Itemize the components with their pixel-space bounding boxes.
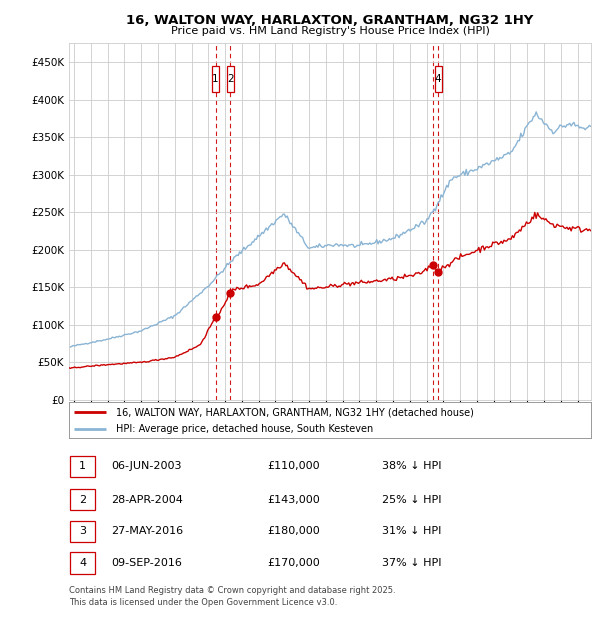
Text: 06-JUN-2003: 06-JUN-2003 [111,461,181,471]
Text: £180,000: £180,000 [268,526,320,536]
Bar [70,456,95,477]
Text: 31% ↓ HPI: 31% ↓ HPI [382,526,442,536]
Text: HPI: Average price, detached house, South Kesteven: HPI: Average price, detached house, Sout… [116,423,373,433]
Bar [70,521,95,542]
Text: 2: 2 [227,74,234,84]
Text: 16, WALTON WAY, HARLAXTON, GRANTHAM, NG32 1HY: 16, WALTON WAY, HARLAXTON, GRANTHAM, NG3… [127,14,533,27]
Text: £110,000: £110,000 [268,461,320,471]
Bar [227,66,234,92]
Text: 37% ↓ HPI: 37% ↓ HPI [382,558,442,568]
Text: Price paid vs. HM Land Registry's House Price Index (HPI): Price paid vs. HM Land Registry's House … [170,26,490,36]
Text: 09-SEP-2016: 09-SEP-2016 [111,558,182,568]
Text: 16, WALTON WAY, HARLAXTON, GRANTHAM, NG32 1HY (detached house): 16, WALTON WAY, HARLAXTON, GRANTHAM, NG3… [116,407,474,417]
Text: This data is licensed under the Open Government Licence v3.0.: This data is licensed under the Open Gov… [69,598,337,607]
Bar [434,66,442,92]
Text: 4: 4 [435,74,442,84]
Text: 1: 1 [79,461,86,471]
Bar [70,552,95,574]
Text: 1: 1 [212,74,219,84]
Text: 4: 4 [79,558,86,568]
Bar [212,66,219,92]
Text: £143,000: £143,000 [268,495,320,505]
Text: 38% ↓ HPI: 38% ↓ HPI [382,461,442,471]
Text: 3: 3 [79,526,86,536]
Text: 25% ↓ HPI: 25% ↓ HPI [382,495,442,505]
Text: £170,000: £170,000 [268,558,320,568]
Text: Contains HM Land Registry data © Crown copyright and database right 2025.: Contains HM Land Registry data © Crown c… [69,586,395,595]
Text: 2: 2 [79,495,86,505]
Text: 27-MAY-2016: 27-MAY-2016 [111,526,183,536]
Text: 28-APR-2004: 28-APR-2004 [111,495,182,505]
Bar [70,489,95,510]
